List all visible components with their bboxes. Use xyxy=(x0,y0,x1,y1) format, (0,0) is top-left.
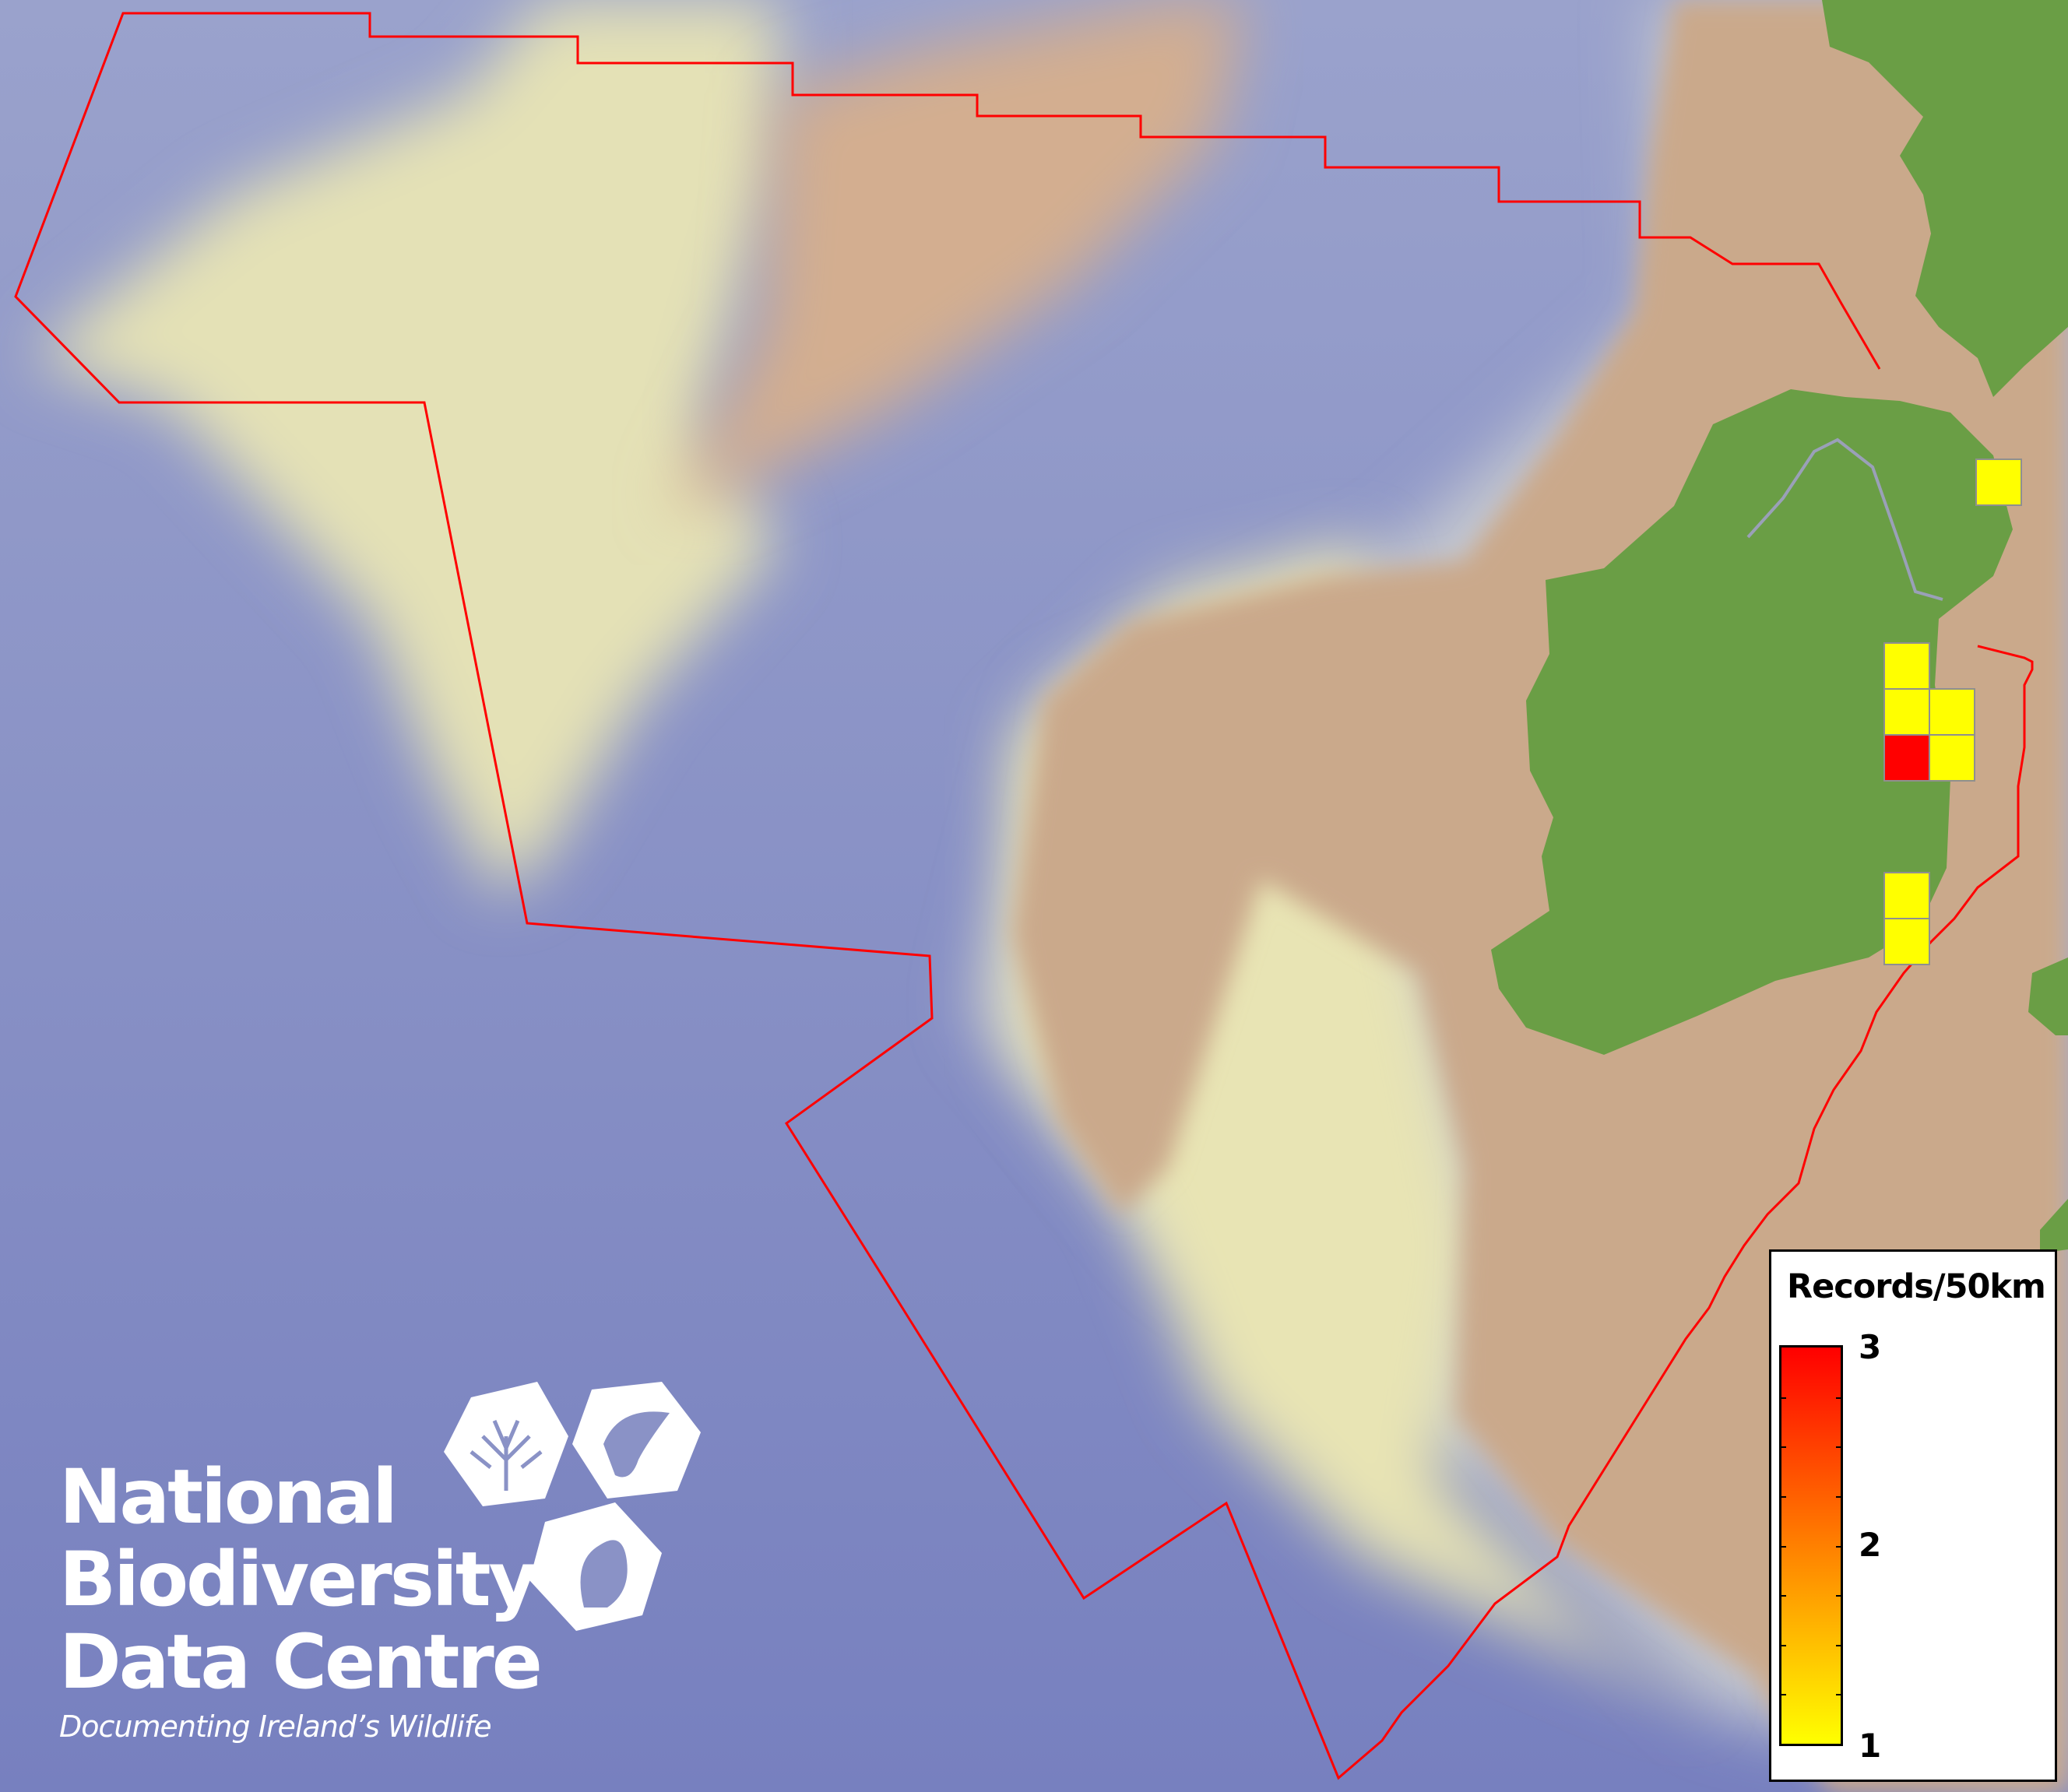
legend-title: Records/50km xyxy=(1787,1267,2046,1306)
land-wales xyxy=(2028,957,2068,1035)
record-grid-cells xyxy=(1883,459,2022,965)
record-grid-cell[interactable] xyxy=(1883,642,1930,690)
record-grid-cell[interactable] xyxy=(1883,872,1930,919)
logo-line-data-centre: Data Centre xyxy=(59,1618,543,1706)
shelf-yellow xyxy=(31,0,779,895)
eez-boundary xyxy=(14,12,2034,1780)
legend-color-ramp xyxy=(1779,1345,1843,1746)
record-grid-cell[interactable] xyxy=(1883,688,1930,736)
record-grid-cell[interactable] xyxy=(1929,688,1975,736)
legend-tick-label-min: 1 xyxy=(1859,1727,1882,1765)
legend-tick-label-max: 3 xyxy=(1859,1328,1882,1366)
record-grid-cell[interactable] xyxy=(1883,734,1930,782)
legend: Records/50km 3 2 1 xyxy=(1769,1249,2057,1782)
logo-tagline: Documenting Ireland’s Wildlife xyxy=(59,1709,492,1744)
record-grid-cell[interactable] xyxy=(1929,734,1975,782)
legend-tick-label-mid: 2 xyxy=(1859,1526,1882,1564)
plateau-north xyxy=(670,0,1246,514)
record-grid-cell[interactable] xyxy=(1883,918,1930,965)
logo-hexagon-icons xyxy=(436,1374,705,1639)
nbdc-logo: National Biodiversity Data Centre Docume… xyxy=(59,1453,543,1744)
land-cornwall xyxy=(2040,1199,2068,1253)
land-ireland xyxy=(1491,389,2013,1055)
logo-line-national: National xyxy=(59,1453,398,1541)
ni-border xyxy=(1746,437,1943,601)
record-grid-cell[interactable] xyxy=(1975,459,2022,506)
land-scotland xyxy=(1822,0,2068,397)
logo-line-biodiversity: Biodiversity xyxy=(59,1536,537,1623)
